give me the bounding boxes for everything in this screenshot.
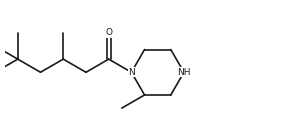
Text: NH: NH xyxy=(177,68,191,77)
Text: N: N xyxy=(128,68,135,77)
Text: O: O xyxy=(105,28,112,37)
